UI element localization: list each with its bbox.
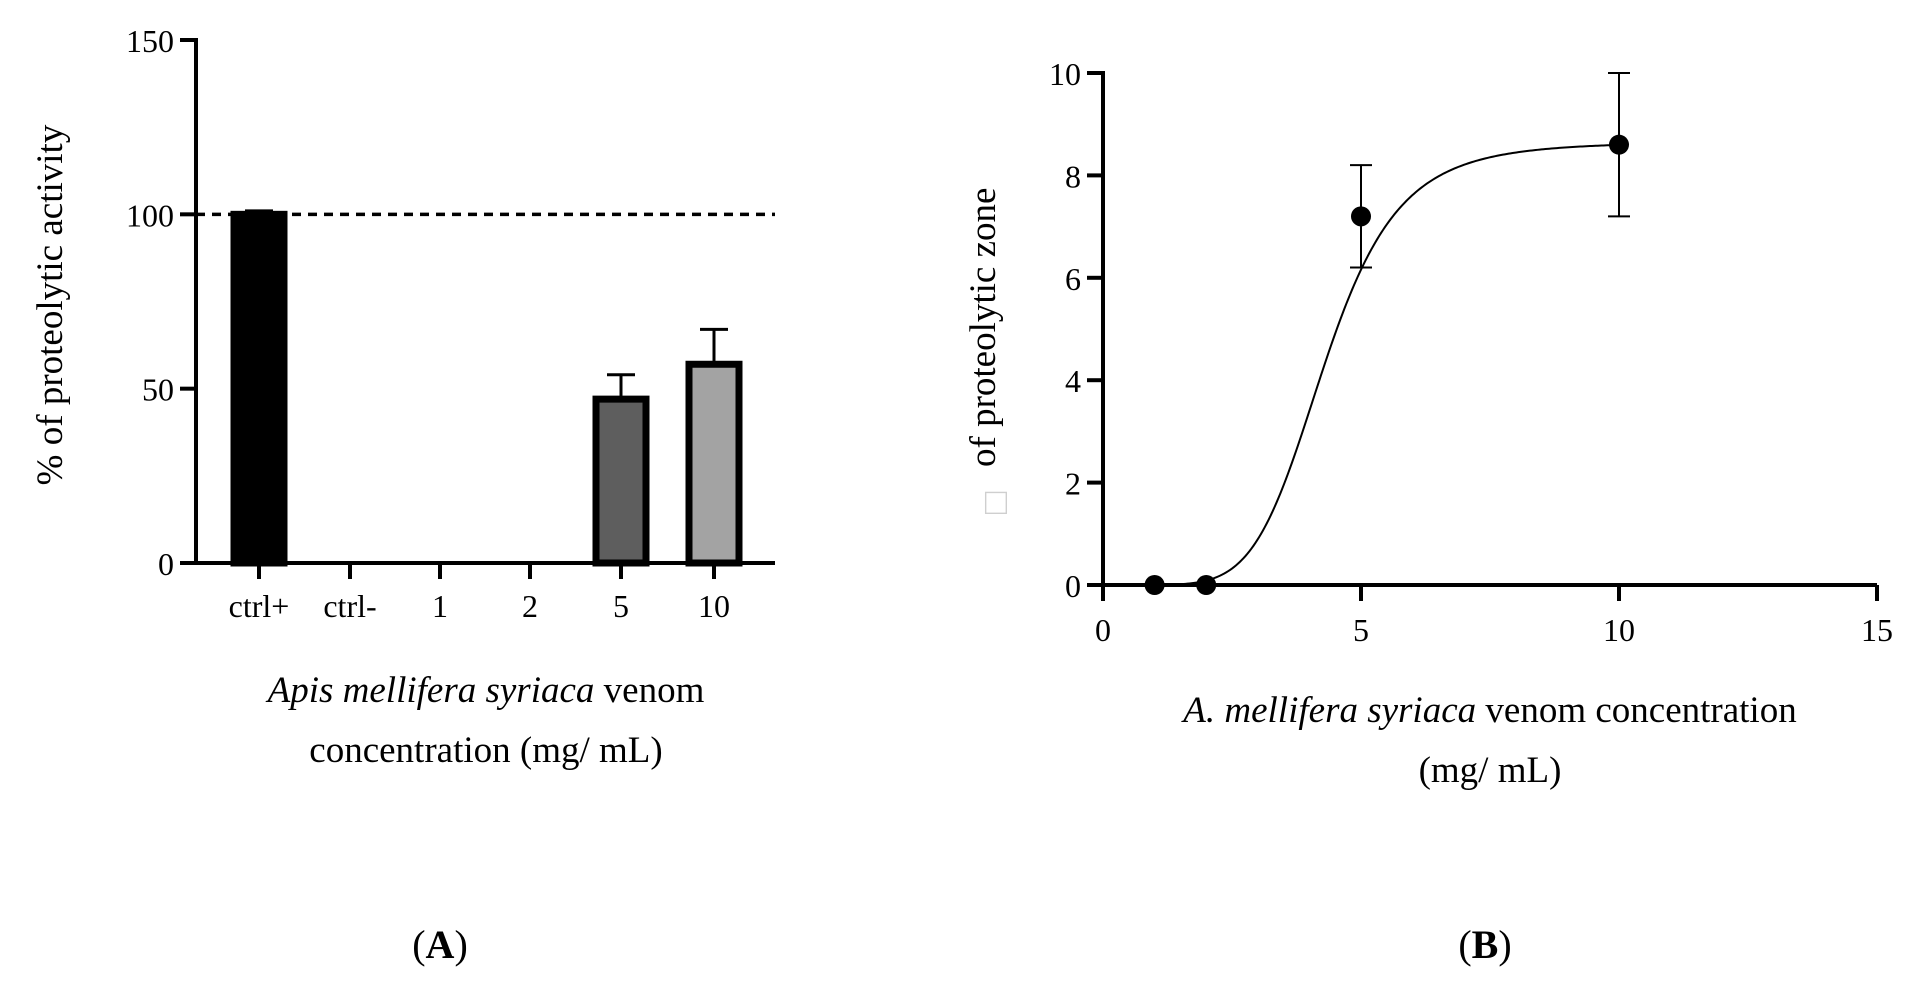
panel-a-x-axis-title-line1: Apis mellifera syriaca venom	[265, 670, 705, 711]
panel-a-label: (A)	[412, 922, 468, 967]
panel-b-y-axis-title-group: □ of proteolytic zone	[963, 188, 1016, 515]
panel-a-y-ticks: 0 50 100 150	[126, 23, 196, 582]
panel-a-label-letter: A	[426, 922, 455, 967]
panel-a-label-open: (	[412, 922, 425, 967]
panel-b-y-axis-title-symbol: □	[975, 491, 1016, 514]
panel-b-fit-curve	[1154, 143, 1620, 586]
panel-a-bar-chart: 0 50 100 150 ctrl+ ctrl- 1 2 5 10 % of proteolyt…	[30, 23, 775, 967]
panel-b-label-letter: B	[1472, 922, 1499, 967]
x-tick-label: ctrl-	[323, 588, 376, 624]
y-tick-label: 10	[1049, 56, 1081, 92]
panel-a-x-ticks: ctrl+ ctrl- 1 2 5 10	[229, 563, 730, 624]
panel-b-label-close: )	[1498, 922, 1511, 967]
y-tick-label: 6	[1065, 261, 1081, 297]
panel-b-label-open: (	[1458, 922, 1471, 967]
panel-b-x-axis-title-line1: A. mellifera syriaca venom concentration	[1180, 690, 1796, 731]
y-tick-label: 100	[126, 197, 174, 233]
panel-b-x-ticks: 0 5 10 15	[1095, 585, 1893, 648]
y-tick-label: 2	[1065, 466, 1081, 502]
panel-a-x-axis-title-rest: venom	[594, 670, 704, 711]
y-tick-label: 150	[126, 23, 174, 59]
x-tick-label: 2	[522, 588, 538, 624]
panel-a-x-axis-title-italic: Apis mellifera syriaca	[265, 670, 595, 711]
panel-a-y-axis-title: % of proteolytic activity	[30, 124, 71, 485]
bar-10	[685, 360, 743, 567]
panel-b-points	[1144, 134, 1629, 595]
panel-b-x-axis-title-line2: (mg/ mL)	[1419, 750, 1562, 791]
x-tick-label: 15	[1861, 612, 1893, 648]
x-tick-label: 10	[1603, 612, 1635, 648]
panel-a-bars	[230, 210, 743, 567]
panel-b-scatter-chart: 0 2 4 6 8 10 0 5 10 15 □ of proteolytic zone A. …	[963, 56, 1893, 967]
y-tick-label: 0	[158, 546, 174, 582]
panel-b-y-ticks: 0 2 4 6 8 10	[1049, 56, 1103, 604]
y-tick-label: 4	[1065, 363, 1081, 399]
x-tick-label: 5	[1353, 612, 1369, 648]
data-point-x10	[1609, 134, 1629, 155]
panel-a-x-axis-title-line2: concentration (mg/ mL)	[309, 730, 662, 771]
panel-a-error-bars	[245, 209, 728, 400]
panel-b-x-axis-title-italic: A. mellifera syriaca	[1180, 690, 1476, 731]
y-tick-label: 8	[1065, 158, 1081, 194]
y-tick-label: 0	[1065, 568, 1081, 604]
bar-ctrl+	[230, 210, 288, 567]
panel-a-label-close: )	[454, 922, 467, 967]
panel-b-label: (B)	[1458, 922, 1511, 967]
x-tick-label: 5	[613, 588, 629, 624]
bar-5	[592, 395, 650, 567]
panel-b-x-axis-title-rest: venom concentration	[1476, 690, 1797, 731]
panel-b-y-axis-title: of proteolytic zone	[963, 188, 1004, 467]
x-tick-label: 10	[698, 588, 730, 624]
data-point-x5	[1351, 206, 1371, 227]
panel-b-error-bars	[1350, 72, 1630, 269]
x-tick-label: 0	[1095, 612, 1111, 648]
x-tick-label: 1	[432, 588, 448, 624]
x-tick-label: ctrl+	[229, 588, 290, 624]
y-tick-label: 50	[142, 372, 174, 408]
